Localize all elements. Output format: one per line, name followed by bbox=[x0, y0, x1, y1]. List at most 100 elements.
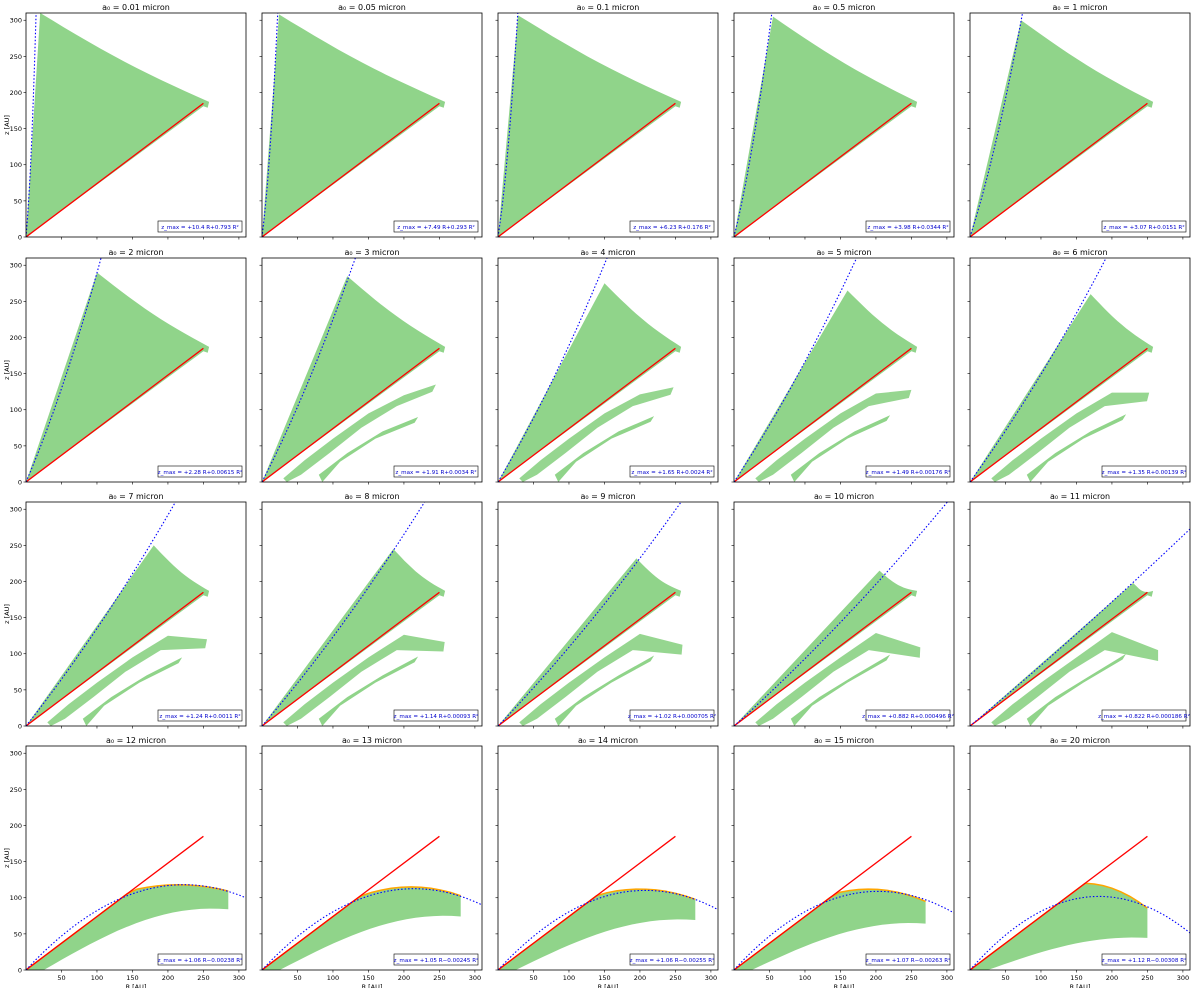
fit-legend-box bbox=[1101, 220, 1187, 233]
panel-1: a₀ = 0.01 micron 0 50 100 150 200 250 300 z [AU]… bbox=[3, 3, 247, 242]
x-tick-label: 300 bbox=[233, 974, 245, 982]
x-tick-label: 100 bbox=[1035, 974, 1047, 982]
y-tick-label: 50 bbox=[14, 442, 22, 450]
x-tick-label: 50 bbox=[57, 974, 65, 982]
red-line bbox=[498, 591, 676, 726]
plot-area bbox=[970, 835, 1190, 970]
panel-title: a₀ = 1 micron bbox=[1052, 3, 1107, 12]
red-line bbox=[26, 835, 204, 970]
dust-tail bbox=[519, 633, 683, 726]
y-tick-label: 100 bbox=[10, 894, 22, 902]
fit-curve bbox=[498, 13, 519, 237]
panel-title: a₀ = 0.01 micron bbox=[102, 3, 170, 12]
fit-curve bbox=[26, 258, 102, 482]
fit-legend-label: z_max = +0.822 R+0.000186 R² bbox=[1098, 713, 1190, 720]
y-tick-label: 250 bbox=[10, 53, 22, 61]
fit-legend-box bbox=[865, 220, 951, 233]
dust-region bbox=[970, 582, 1154, 726]
red-line bbox=[26, 347, 204, 482]
fit-legend-box bbox=[865, 709, 951, 722]
red-line bbox=[970, 591, 1148, 726]
fit-curve bbox=[26, 884, 246, 970]
dust-region bbox=[262, 276, 446, 482]
fit-legend-label: z_max = +1.91 R+0.0034 R² bbox=[395, 469, 476, 476]
axes-frame bbox=[969, 257, 1191, 483]
panel-2: a₀ = 0.05 micron z_max = +7.49 R+0.293 R² bbox=[259, 3, 483, 240]
panel-3: a₀ = 0.1 micron z_max = +6.23 R+0.176 R² bbox=[495, 3, 719, 240]
red-line bbox=[262, 591, 440, 726]
x-tick-label: 200 bbox=[870, 974, 882, 982]
red-line bbox=[734, 102, 912, 237]
plot-area bbox=[734, 835, 954, 970]
dust-tail bbox=[991, 632, 1159, 726]
x-axis-label: R [AU] bbox=[1070, 983, 1091, 988]
dust-region bbox=[498, 889, 696, 970]
dust-region bbox=[970, 20, 1154, 237]
panel-10: a₀ = 6 micron z_max = +1.35 R+0.00139 R² bbox=[967, 248, 1191, 485]
panel-4: a₀ = 0.5 micron z_max = +3.98 R+0.0344 R² bbox=[731, 3, 955, 240]
dust-region bbox=[970, 294, 1154, 482]
red-line bbox=[262, 102, 440, 237]
x-tick-label: 50 bbox=[529, 974, 537, 982]
red-line bbox=[498, 347, 676, 482]
panel-19: a₀ = 15 micron 50 100 150 200 250 300 R [AU] z_m… bbox=[731, 736, 955, 988]
dust-tail bbox=[47, 635, 207, 726]
fit-legend-label: z_max = +1.05 R−0.00245 R² bbox=[394, 957, 479, 964]
fit-legend-label: z_max = +1.24 R+0.0011 R² bbox=[159, 713, 240, 720]
fit-curve bbox=[26, 13, 37, 237]
panel-title: a₀ = 8 micron bbox=[344, 492, 399, 501]
x-tick-label: 50 bbox=[765, 974, 773, 982]
fit-legend-label: z_max = +1.06 R−0.00238 R² bbox=[158, 957, 243, 964]
panel-title: a₀ = 7 micron bbox=[108, 492, 163, 501]
panel-title: a₀ = 11 micron bbox=[1050, 492, 1110, 501]
dust-tail bbox=[283, 634, 445, 726]
plot-area bbox=[262, 13, 446, 237]
panel-8: a₀ = 4 micron z_max = +1.65 R+0.0024 R² bbox=[495, 248, 719, 485]
fit-curve bbox=[970, 895, 1190, 970]
panel-18: a₀ = 14 micron 50 100 150 200 250 300 R [AU] z_m… bbox=[495, 736, 719, 988]
dust-tail bbox=[755, 389, 912, 482]
fit-legend-box bbox=[393, 220, 479, 233]
y-tick-label: 0 bbox=[18, 967, 22, 975]
axes-frame bbox=[969, 501, 1191, 727]
fit-legend-box bbox=[393, 953, 479, 966]
red-line bbox=[734, 347, 912, 482]
dust-region bbox=[26, 13, 210, 237]
axes-frame bbox=[25, 257, 247, 483]
x-tick-label: 200 bbox=[634, 974, 646, 982]
fit-legend-label: z_max = +1.02 R+0.000705 R² bbox=[628, 713, 716, 720]
y-tick-label: 200 bbox=[10, 822, 22, 830]
fit-legend-label: z_max = +1.12 R−0.00308 R² bbox=[1102, 957, 1187, 964]
x-tick-label: 100 bbox=[91, 974, 103, 982]
x-tick-label: 300 bbox=[1177, 974, 1189, 982]
x-tick-label: 150 bbox=[362, 974, 374, 982]
red-line bbox=[734, 835, 912, 970]
dust-region bbox=[498, 283, 682, 482]
red-line bbox=[498, 102, 676, 237]
plot-area bbox=[970, 13, 1154, 237]
dust-tail-lower bbox=[790, 415, 891, 482]
fit-legend-box bbox=[629, 465, 715, 478]
y-tick-label: 150 bbox=[10, 370, 22, 378]
axes-frame bbox=[261, 257, 483, 483]
fit-curve bbox=[734, 502, 949, 726]
axes-frame bbox=[733, 745, 955, 971]
fit-curve bbox=[26, 502, 177, 726]
plot-area bbox=[262, 502, 446, 726]
y-tick-label: 150 bbox=[10, 125, 22, 133]
fit-legend-box bbox=[629, 953, 715, 966]
fit-legend-box bbox=[157, 220, 243, 233]
dust-region bbox=[26, 545, 210, 726]
plot-area bbox=[26, 835, 246, 970]
axes-frame bbox=[497, 501, 719, 727]
axes-frame bbox=[733, 501, 955, 727]
fit-legend-label: z_max = +1.49 R+0.00176 R² bbox=[866, 469, 951, 476]
plot-area bbox=[498, 13, 682, 237]
y-tick-label: 0 bbox=[18, 723, 22, 731]
x-tick-label: 150 bbox=[834, 974, 846, 982]
panel-14: a₀ = 10 micron z_max = +0.882 R+0.000496 … bbox=[731, 492, 955, 729]
dust-region bbox=[734, 570, 918, 726]
dust-region bbox=[734, 16, 918, 237]
panel-13: a₀ = 9 micron z_max = +1.02 R+0.000705 R² bbox=[495, 492, 719, 729]
